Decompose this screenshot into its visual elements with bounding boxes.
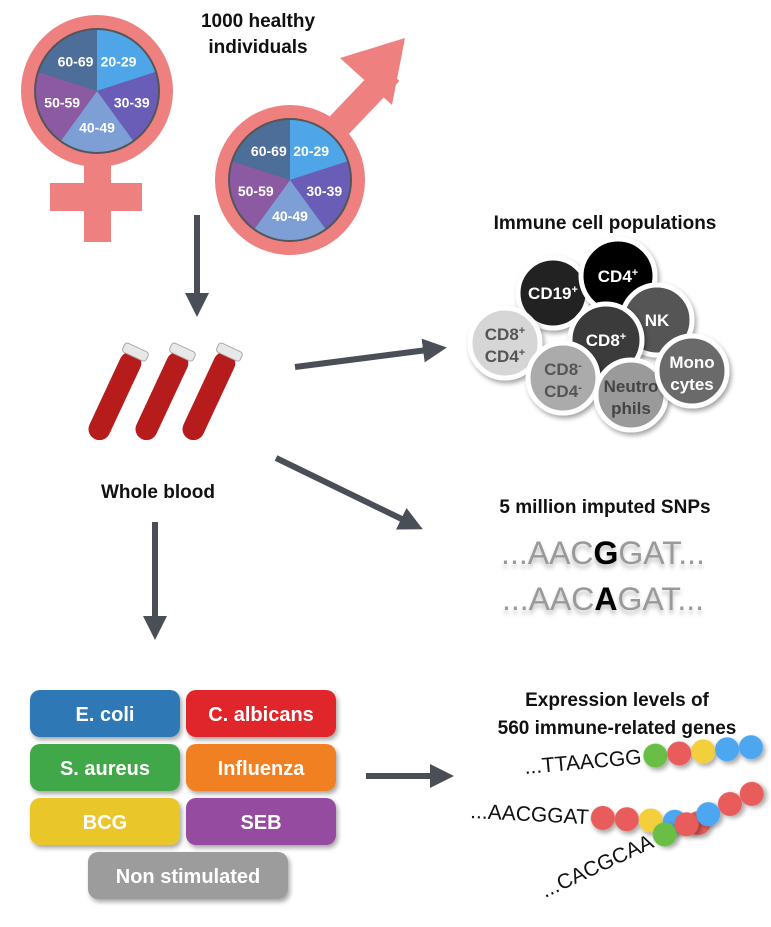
snps-title: 5 million imputed SNPs xyxy=(499,497,710,518)
age-group-label: 30-39 xyxy=(114,94,150,110)
age-group-label: 60-69 xyxy=(58,53,94,69)
expression-bead xyxy=(643,743,668,768)
cell-label: Neutro xyxy=(604,377,659,396)
snp-allele-a: A xyxy=(594,581,617,617)
expression-title-line1: Expression levels of xyxy=(525,690,709,711)
stimulus-label: S. aureus xyxy=(60,758,150,780)
expression-bead xyxy=(691,739,716,764)
cell-label: CD19+ xyxy=(528,284,578,303)
expression-bead xyxy=(715,737,740,762)
expression-strands: ...TTAACGG ...AACGGAT...CACGCAA xyxy=(459,735,765,907)
arrow-blood-to-snps xyxy=(274,455,423,530)
stimulus-label: E. coli xyxy=(76,704,135,726)
male-symbol-icon: 20-29 30-39 40-49 50-59 60-69 xyxy=(215,38,405,255)
age-group-label: 40-49 xyxy=(79,120,115,136)
snp-allele-g: G xyxy=(594,535,619,571)
stimulus-bcg: BCG xyxy=(30,798,180,845)
stimulus-e-coli: E. coli xyxy=(30,690,180,737)
pie-slice-60-69 xyxy=(232,120,290,180)
age-group-label: 20-29 xyxy=(293,143,329,159)
arrow-blood-to-cells xyxy=(294,338,447,370)
cell-cd19pos: CD19+ xyxy=(515,255,591,331)
pie-slice-30-39 xyxy=(290,161,350,229)
age-group-label: 20-29 xyxy=(101,53,137,69)
expression-bead xyxy=(674,812,699,837)
cell-label: CD8- xyxy=(544,360,582,379)
cell-label: CD4+ xyxy=(485,347,525,366)
immune-cells-title: Immune cell populations xyxy=(494,213,717,234)
age-group-label: 40-49 xyxy=(272,208,308,224)
age-group-label: 60-69 xyxy=(251,143,287,159)
pie-slice-60-69 xyxy=(38,30,97,91)
cell-label: Mono xyxy=(669,353,714,372)
age-group-label: 50-59 xyxy=(238,183,274,199)
stimulus-influenza: Influenza xyxy=(186,744,336,791)
pie-slice-20-29 xyxy=(97,30,156,91)
expression-bead xyxy=(738,735,763,760)
cell-label: CD4+ xyxy=(598,267,638,286)
stimulus-label: Non stimulated xyxy=(116,866,260,888)
snp-sequence-2: ...AACAGAT... xyxy=(502,581,704,617)
cell-cd8poscd4pos: CD8+ CD4+ xyxy=(467,305,543,381)
cohort-title: 1000 healthy individuals xyxy=(201,11,315,58)
stimulus-label: C. albicans xyxy=(208,704,314,726)
stimulus-label: Influenza xyxy=(218,758,306,780)
pie-slice-50-59 xyxy=(230,161,290,229)
pie-slice-40-49 xyxy=(254,180,326,241)
stimulus-label: SEB xyxy=(240,812,281,834)
gene-sequence: ...TTAACGG xyxy=(523,746,642,779)
expression-bead xyxy=(696,802,721,827)
male-age-pie: 20-29 30-39 40-49 50-59 60-69 xyxy=(230,120,350,241)
stimulus-c-albicans: C. albicans xyxy=(186,690,336,737)
whole-blood-label: Whole blood xyxy=(101,482,215,503)
expression-bead xyxy=(614,807,639,832)
cell-label: CD8+ xyxy=(485,325,525,344)
expression-bead xyxy=(717,792,742,817)
female-symbol-icon: 20-29 30-39 40-49 50-59 60-69 xyxy=(21,15,173,242)
female-age-pie: 20-29 30-39 40-49 50-59 60-69 xyxy=(36,30,158,152)
stimulus-non-stimulated: Non stimulated xyxy=(88,852,288,899)
pie-slice-30-39 xyxy=(97,72,158,141)
cell-neutrophils: Neutro phils xyxy=(593,357,669,433)
cell-label: CD4- xyxy=(544,382,582,401)
cell-label: CD8+ xyxy=(586,331,626,350)
gene-sequence: ...AACGGAT xyxy=(470,800,590,829)
blood-tubes-icon xyxy=(88,342,243,441)
pie-slice-20-29 xyxy=(290,120,348,180)
expression-title-line2: 560 immune-related genes xyxy=(498,718,737,739)
cohort-title-line1: 1000 healthy xyxy=(201,11,315,32)
cell-label: cytes xyxy=(670,375,713,394)
age-group-label: 50-59 xyxy=(44,94,80,110)
cell-label: NK xyxy=(645,311,670,330)
age-group-label: 30-39 xyxy=(306,183,342,199)
pie-slice-40-49 xyxy=(61,91,133,152)
stimulus-label: BCG xyxy=(83,812,127,834)
gene-sequence: ...CACGCAA xyxy=(537,830,657,902)
snp-sequence-1: ...AACGGAT... xyxy=(501,535,705,571)
expression-bead xyxy=(739,781,764,806)
flow-arrows xyxy=(143,215,454,788)
pie-slice-50-59 xyxy=(36,72,97,141)
cell-monocytes: Mono cytes xyxy=(654,333,730,409)
gene-strand: ...CACGCAA xyxy=(537,781,765,907)
cell-cd8negcd4neg: CD8- CD4- xyxy=(525,340,601,416)
stimulation-conditions: E. coli C. albicans S. aureus Influenza BCG S… xyxy=(30,690,336,899)
expression-bead xyxy=(652,822,677,847)
cell-label: phils xyxy=(611,399,651,418)
expression-bead xyxy=(667,741,692,766)
gene-strand: ...TTAACGG xyxy=(515,735,765,780)
expression-bead xyxy=(590,805,615,830)
snp-sequences: ...AACGGAT... ...AACAGAT... xyxy=(501,535,705,617)
cohort-title-line2: individuals xyxy=(208,37,307,58)
stimulus-seb: SEB xyxy=(186,798,336,845)
stimulus-s-aureus: S. aureus xyxy=(30,744,180,791)
